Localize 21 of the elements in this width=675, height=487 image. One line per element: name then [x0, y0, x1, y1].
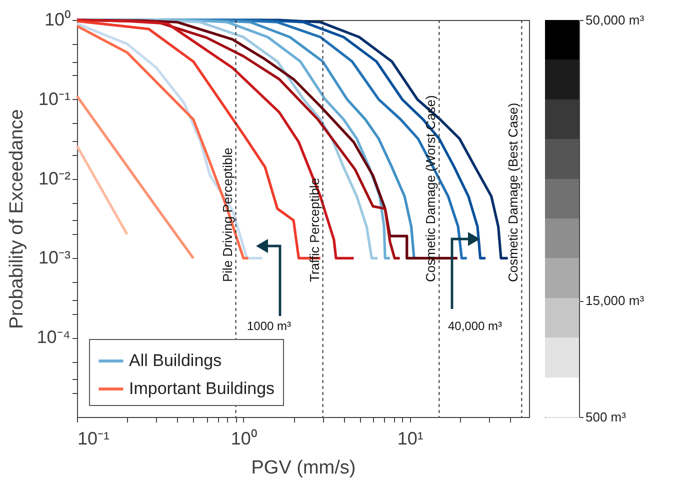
color-bar-label: 15,000 m³ — [586, 293, 645, 308]
legend-label: Important Buildings — [129, 379, 275, 398]
annotation: 40,000 m³ — [448, 319, 502, 333]
y-tick-label: 10⁰ — [44, 10, 70, 30]
y-tick-label: 10⁻⁴ — [36, 327, 70, 348]
color-bar-label: 50,000 m³ — [586, 12, 645, 28]
y-axis-title: Probability of Exceedance — [6, 109, 28, 329]
ref-line-label: Cosmetic Damage (Worst Case) — [423, 95, 438, 282]
x-tick-label: 10⁻¹ — [78, 428, 110, 448]
ref-line-label: Pile Driving Perceptible — [220, 148, 235, 282]
ref-line-label: Cosmetic Damage (Best Case) — [506, 102, 521, 282]
x-axis-title: PGV (mm/s) — [251, 458, 356, 478]
x-tick-label: 10⁰ — [230, 428, 257, 448]
color-bar-label: 500 m³ — [586, 410, 627, 424]
y-tick-label: 10⁻¹ — [38, 88, 71, 109]
x-tick-label: 10¹ — [397, 428, 424, 448]
legend-label: All Buildings — [129, 351, 222, 370]
y-tick-label: 10⁻³ — [38, 248, 71, 268]
annotation: 1000 m³ — [247, 319, 292, 333]
ref-line-label: Traffic Perceptible — [306, 178, 322, 282]
y-tick-label: 10⁻² — [38, 168, 71, 188]
